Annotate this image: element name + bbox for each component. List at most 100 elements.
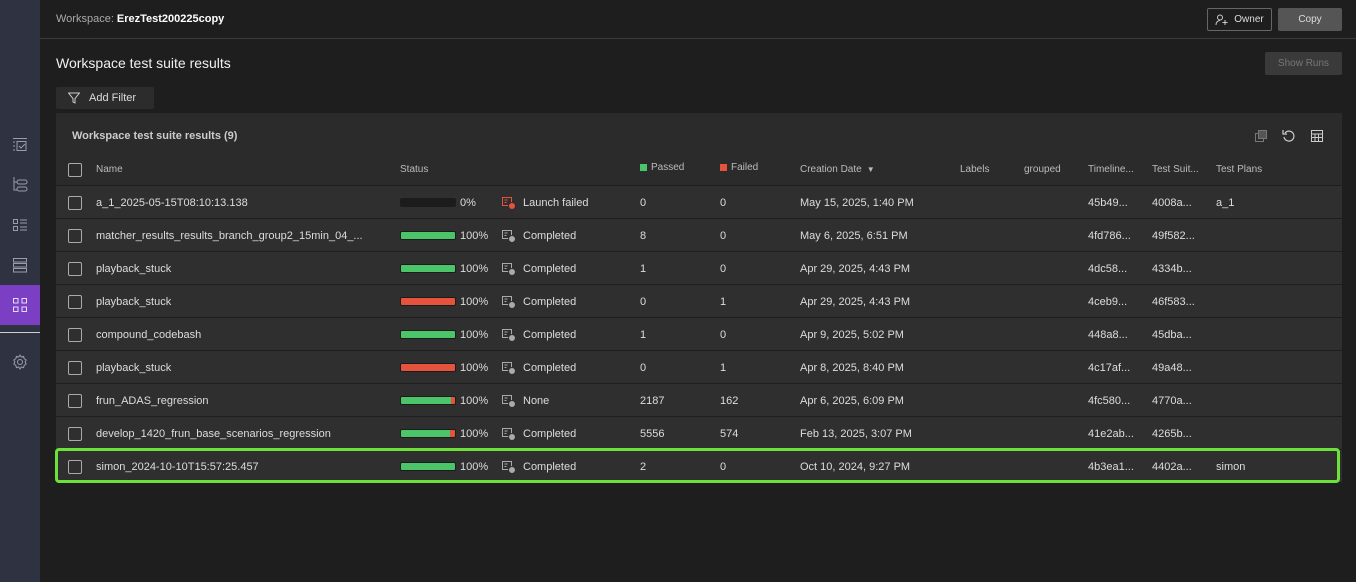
add-filter-button[interactable]: Add Filter [56, 87, 154, 109]
creation-date: Apr 29, 2025, 4:43 PM [800, 262, 911, 275]
table-row[interactable]: playback_stuck 100% Completed 0 1 Apr 8, 2025… [56, 351, 1342, 384]
passed-count: 2187 [640, 394, 665, 407]
creation-date: Apr 6, 2025, 6:09 PM [800, 394, 904, 407]
creation-date: Apr 29, 2025, 4:43 PM [800, 295, 911, 308]
row-name[interactable]: frun_ADAS_regression [96, 394, 209, 407]
test-suite-id: 4402a... [1152, 460, 1192, 473]
table-row[interactable]: develop_1420_frun_base_scenarios_regress… [56, 417, 1342, 450]
row-name[interactable]: playback_stuck [96, 295, 172, 308]
status-info-icon[interactable] [502, 417, 516, 450]
layers-icon [12, 257, 28, 273]
test-suite-id: 49f582... [1152, 229, 1195, 242]
progress-bar [400, 264, 456, 273]
columns-icon[interactable] [1310, 129, 1324, 143]
failed-count: 0 [720, 262, 727, 275]
show-runs-button[interactable]: Show Runs [1265, 52, 1342, 75]
column-test-suite[interactable]: Test Suit... [1152, 164, 1199, 175]
table-row[interactable]: a_1_2025-05-15T08:10:13.138 0% Launch fail… [56, 186, 1342, 219]
table-row[interactable]: playback_stuck 100% Completed 0 1 Apr 29, 202… [56, 285, 1342, 318]
sidebar-item-branches[interactable] [0, 165, 40, 203]
status-info-icon[interactable] [502, 351, 516, 384]
column-timeline[interactable]: Timeline... [1088, 164, 1134, 175]
sidebar-item-layers[interactable] [0, 246, 40, 284]
column-test-plans[interactable]: Test Plans [1216, 164, 1263, 175]
test-suite-id: 4265b... [1152, 427, 1192, 440]
row-name[interactable]: matcher_results_results_branch_group2_15… [96, 229, 363, 242]
progress-percent: 100% [460, 361, 489, 374]
status-info-icon[interactable] [502, 219, 516, 252]
owner-button[interactable]: Owner [1207, 8, 1272, 31]
row-checkbox[interactable] [68, 361, 82, 375]
status-info-icon[interactable] [502, 252, 516, 285]
status-text: Completed [523, 262, 577, 275]
status-info-icon[interactable] [502, 384, 516, 417]
copy-icon[interactable] [1254, 129, 1268, 143]
row-checkbox[interactable] [68, 328, 82, 342]
copy-button[interactable]: Copy [1278, 8, 1342, 31]
test-suite-id: 49a48... [1152, 361, 1192, 374]
test-plan: a_1 [1216, 196, 1235, 209]
row-name[interactable]: simon_2024-10-10T15:57:25.457 [96, 460, 259, 473]
status-error-icon[interactable] [502, 186, 516, 219]
failed-label: Failed [731, 162, 759, 173]
page-title: Workspace test suite results [56, 55, 231, 71]
row-checkbox[interactable] [68, 295, 82, 309]
progress-failed-fill [401, 364, 455, 371]
status-text: None [523, 394, 550, 407]
column-passed[interactable]: Passed [640, 151, 684, 184]
workspace-label: Workspace: [56, 13, 114, 25]
creation-date-label: Creation Date [800, 164, 862, 175]
column-labels[interactable]: Labels [960, 164, 990, 175]
row-checkbox[interactable] [68, 229, 82, 243]
sidebar-item-settings[interactable] [0, 343, 40, 381]
sidebar-item-list[interactable] [0, 206, 40, 244]
progress-failed-fill [401, 298, 455, 305]
status-info-icon[interactable] [502, 285, 516, 318]
status-info-icon[interactable] [502, 450, 516, 483]
progress-bar [400, 363, 456, 372]
list-icon [12, 217, 28, 233]
refresh-icon[interactable] [1282, 129, 1296, 143]
column-status[interactable]: Status [400, 164, 429, 175]
timeline-id: 45b49... [1088, 196, 1128, 209]
row-checkbox[interactable] [68, 460, 82, 474]
table-row[interactable]: matcher_results_results_branch_group2_15… [56, 219, 1342, 252]
results-table: Workspace test suite results (9) Name St… [56, 113, 1342, 483]
table-row[interactable]: playback_stuck 100% Completed 1 0 Apr 29, 202… [56, 252, 1342, 285]
row-checkbox[interactable] [68, 196, 82, 210]
progress-percent: 100% [460, 394, 489, 407]
table-row[interactable]: simon_2024-10-10T15:57:25.457 100% Complet… [56, 450, 1342, 483]
progress-bar [400, 396, 456, 405]
row-name[interactable]: a_1_2025-05-15T08:10:13.138 [96, 196, 248, 209]
table-row[interactable]: compound_codebash 100% Completed 1 0 Apr 9, 2… [56, 318, 1342, 351]
workspace-name: ErezTest200225copy [116, 13, 225, 25]
row-checkbox[interactable] [68, 427, 82, 441]
passed-count: 8 [640, 229, 647, 242]
column-creation-date[interactable]: Creation Date ▼ [800, 153, 875, 186]
passed-count: 0 [640, 295, 647, 308]
failed-count: 0 [720, 196, 727, 209]
progress-passed-fill [401, 430, 450, 437]
creation-date: Oct 10, 2024, 9:27 PM [800, 460, 911, 473]
test-plan: simon [1216, 460, 1246, 473]
progress-bar [400, 429, 456, 438]
row-checkbox[interactable] [68, 394, 82, 408]
row-name[interactable]: compound_codebash [96, 328, 202, 341]
row-name[interactable]: playback_stuck [96, 262, 172, 275]
row-checkbox[interactable] [68, 262, 82, 276]
column-grouped[interactable]: grouped [1024, 164, 1061, 175]
row-name[interactable]: develop_1420_frun_base_scenarios_regress… [96, 427, 331, 440]
row-name[interactable]: playback_stuck [96, 361, 172, 374]
table-row[interactable]: frun_ADAS_regression 100% None 2187 162 Apr 6… [56, 384, 1342, 417]
status-text: Completed [523, 460, 577, 473]
select-all-checkbox[interactable] [68, 163, 82, 177]
sidebar-item-grid[interactable] [0, 285, 40, 325]
add-user-icon [1215, 14, 1228, 25]
sidebar-item-test-results[interactable] [0, 126, 40, 164]
creation-date: Apr 9, 2025, 5:02 PM [800, 328, 904, 341]
progress-percent: 100% [460, 460, 489, 473]
column-failed[interactable]: Failed [720, 151, 758, 184]
status-text: Completed [523, 427, 577, 440]
status-info-icon[interactable] [502, 318, 516, 351]
column-name[interactable]: Name [96, 164, 123, 175]
